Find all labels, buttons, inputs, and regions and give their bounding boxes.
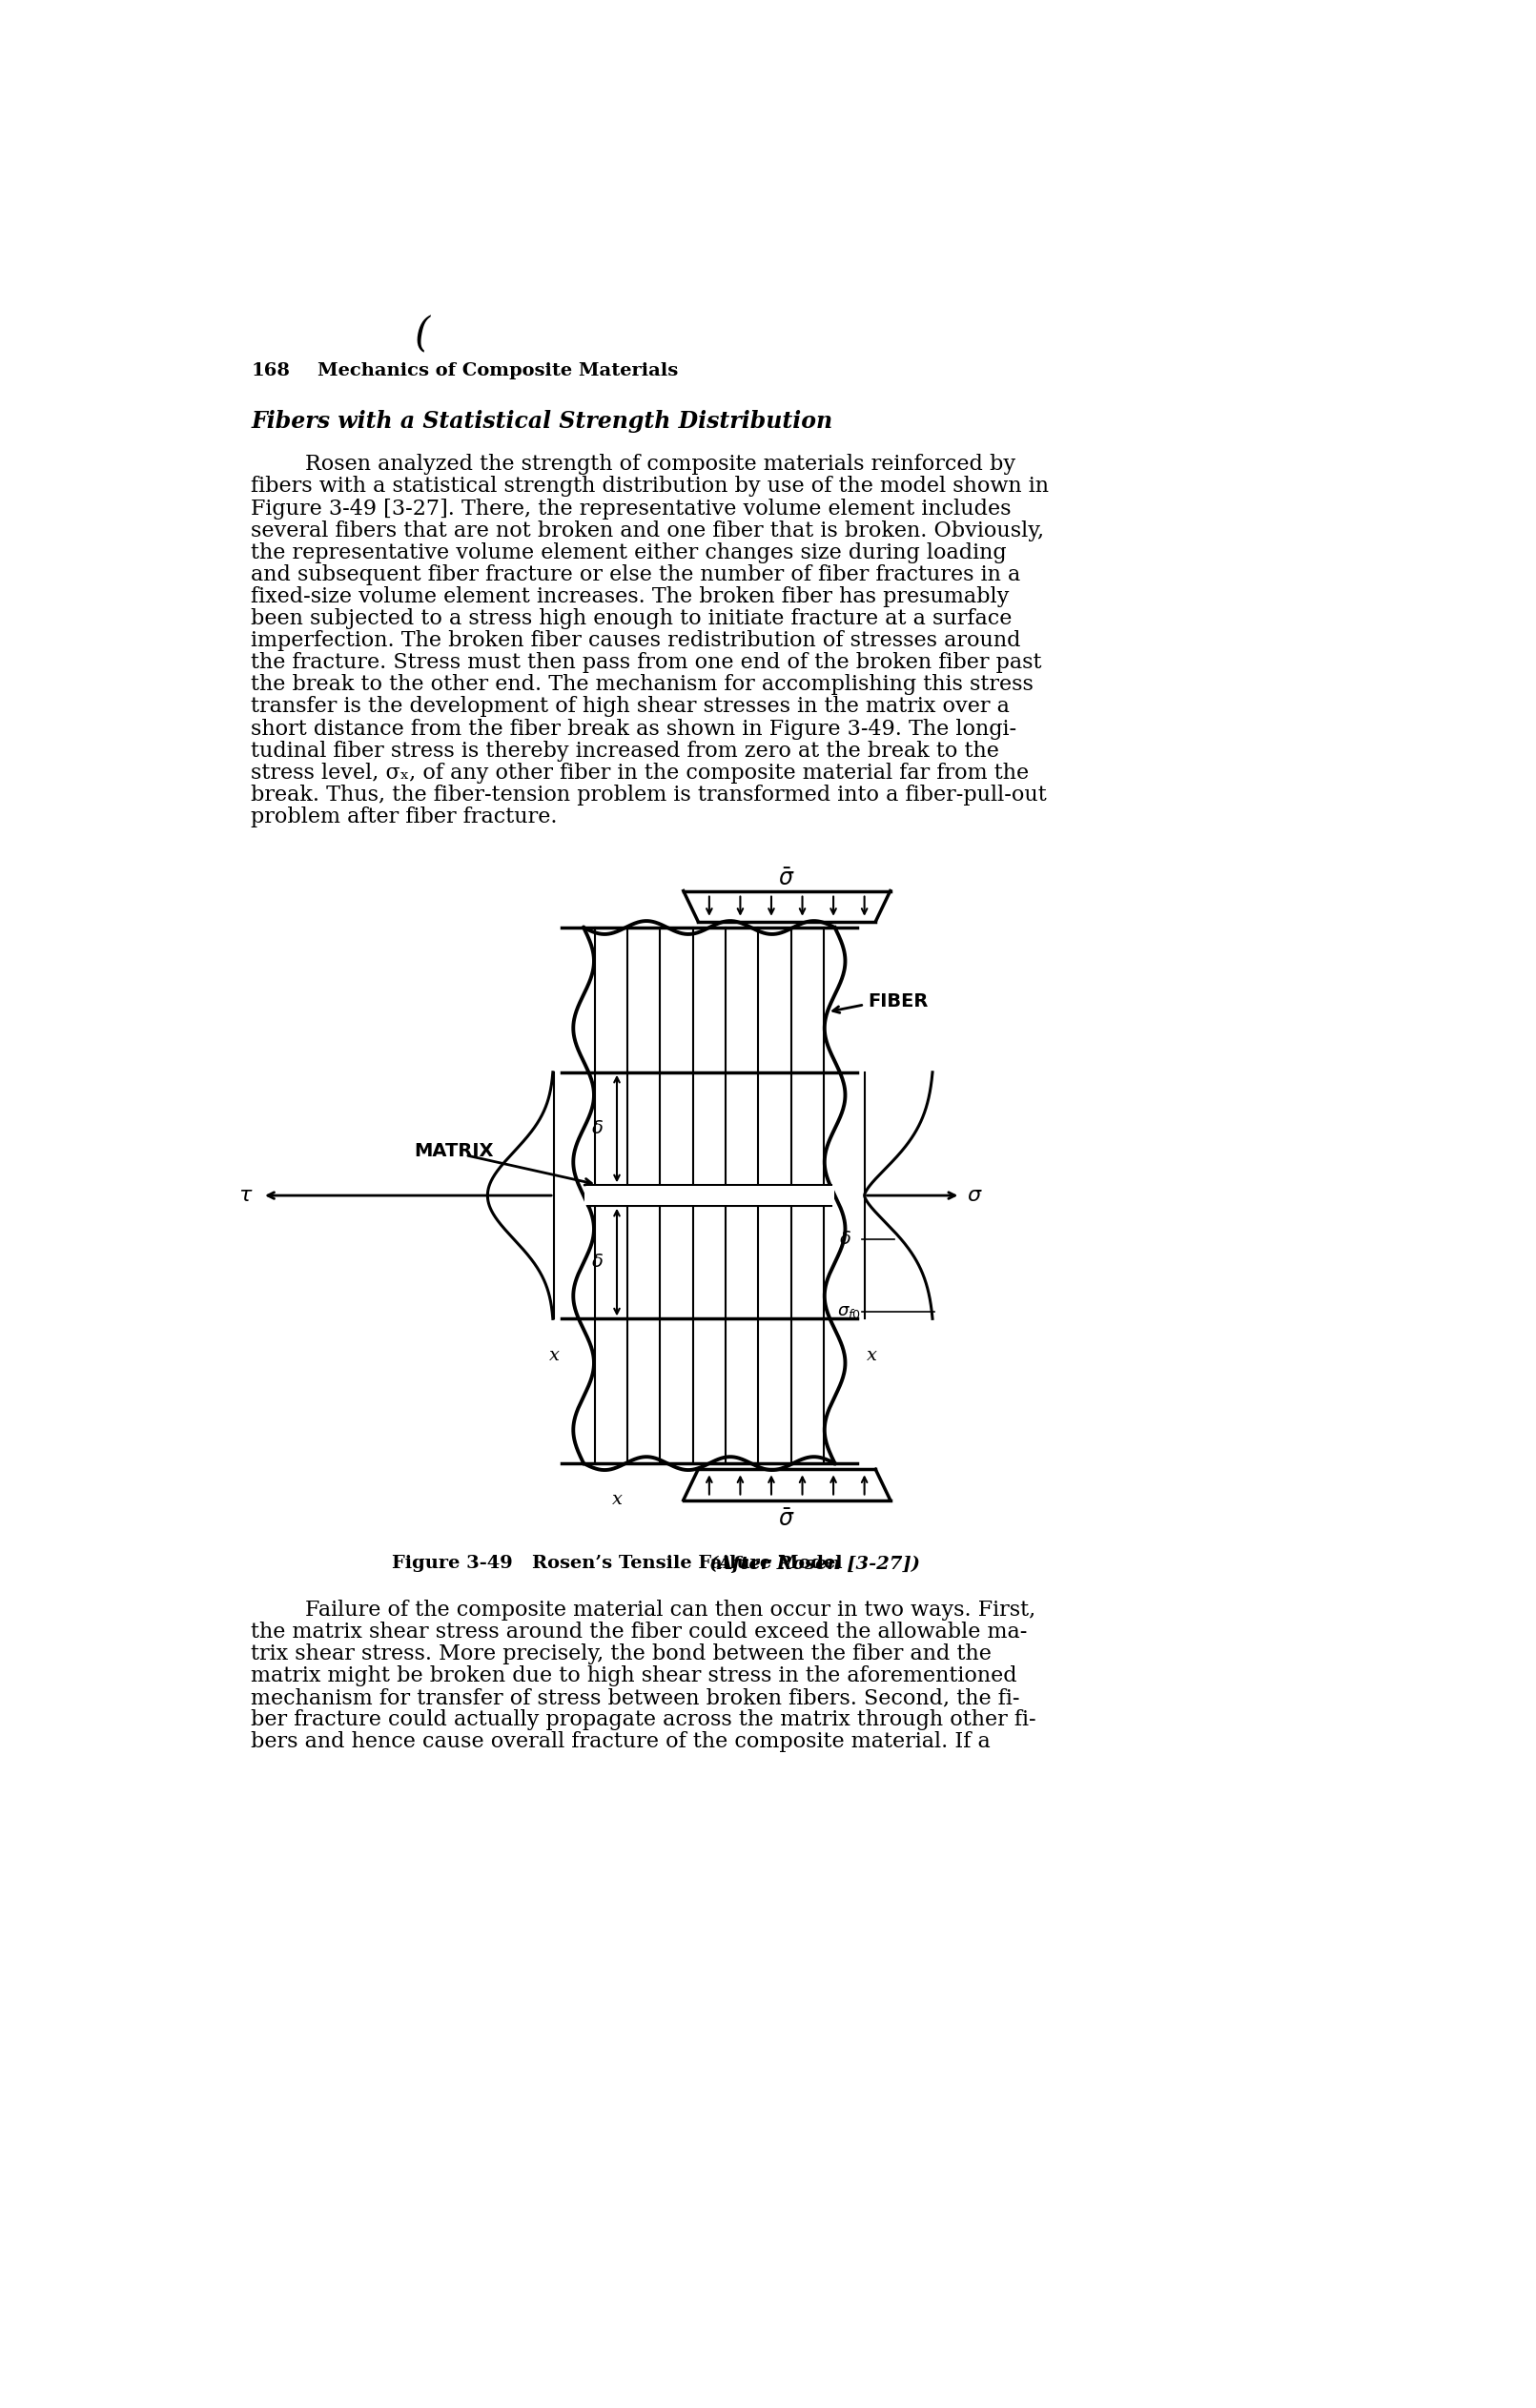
Text: the fracture. Stress must then pass from one end of the broken fiber past: the fracture. Stress must then pass from… <box>250 653 1041 674</box>
Text: $\delta$: $\delta$ <box>839 1230 851 1247</box>
Text: x: x <box>866 1346 877 1363</box>
Text: and subsequent fiber fracture or else the number of fiber fractures in a: and subsequent fiber fracture or else th… <box>250 563 1021 585</box>
Text: the representative volume element either changes size during loading: the representative volume element either… <box>250 542 1006 563</box>
Text: ber fracture could actually propagate across the matrix through other fi-: ber fracture could actually propagate ac… <box>250 1710 1037 1731</box>
Text: the matrix shear stress around the fiber could exceed the allowable ma-: the matrix shear stress around the fiber… <box>250 1621 1028 1642</box>
Text: FIBER: FIBER <box>868 992 929 1009</box>
Text: Fibers with a Statistical Strength Distribution: Fibers with a Statistical Strength Distr… <box>250 409 833 433</box>
Text: bers and hence cause overall fracture of the composite material. If a: bers and hence cause overall fracture of… <box>250 1731 991 1753</box>
Text: problem after fiber fracture.: problem after fiber fracture. <box>250 807 558 828</box>
Text: x: x <box>548 1346 559 1363</box>
Text: been subjected to a stress high enough to initiate fracture at a surface: been subjected to a stress high enough t… <box>250 609 1012 628</box>
Text: (After Rosen [3-27]): (After Rosen [3-27]) <box>710 1556 920 1572</box>
Polygon shape <box>584 1187 834 1204</box>
Text: fixed-size volume element increases. The broken fiber has presumably: fixed-size volume element increases. The… <box>250 585 1009 607</box>
Text: x: x <box>611 1491 622 1507</box>
Text: several fibers that are not broken and one fiber that is broken. Obviously,: several fibers that are not broken and o… <box>250 520 1044 542</box>
Text: $\sigma_{f0}$: $\sigma_{f0}$ <box>837 1303 860 1320</box>
Text: trix shear stress. More precisely, the bond between the fiber and the: trix shear stress. More precisely, the b… <box>250 1642 992 1664</box>
Text: the break to the other end. The mechanism for accomplishing this stress: the break to the other end. The mechanis… <box>250 674 1034 696</box>
Text: $\tau$: $\tau$ <box>238 1185 253 1206</box>
Text: Failure of the composite material can then occur in two ways. First,: Failure of the composite material can th… <box>250 1599 1037 1621</box>
Text: Mechanics of Composite Materials: Mechanics of Composite Materials <box>318 361 679 380</box>
Text: Figure 3-49 [3-27]. There, the representative volume element includes: Figure 3-49 [3-27]. There, the represent… <box>250 498 1012 520</box>
Text: imperfection. The broken fiber causes redistribution of stresses around: imperfection. The broken fiber causes re… <box>250 631 1021 650</box>
Text: mechanism for transfer of stress between broken fibers. Second, the fi-: mechanism for transfer of stress between… <box>250 1688 1020 1707</box>
Text: 168: 168 <box>250 361 290 380</box>
Text: tudinal fiber stress is thereby increased from zero at the break to the: tudinal fiber stress is thereby increase… <box>250 739 1000 761</box>
Text: short distance from the fiber break as shown in Figure 3-49. The longi-: short distance from the fiber break as s… <box>250 718 1017 739</box>
Text: (: ( <box>413 315 429 354</box>
Text: $\sigma$: $\sigma$ <box>966 1185 983 1206</box>
Text: $\delta$: $\delta$ <box>591 1255 604 1271</box>
Text: $\bar{\sigma}$: $\bar{\sigma}$ <box>779 869 796 891</box>
Text: fibers with a statistical strength distribution by use of the model shown in: fibers with a statistical strength distr… <box>250 477 1049 496</box>
Text: $\bar{\sigma}$: $\bar{\sigma}$ <box>779 1510 796 1531</box>
Text: transfer is the development of high shear stresses in the matrix over a: transfer is the development of high shea… <box>250 696 1011 718</box>
Text: matrix might be broken due to high shear stress in the aforementioned: matrix might be broken due to high shear… <box>250 1666 1017 1686</box>
Text: MATRIX: MATRIX <box>413 1141 493 1161</box>
Text: Figure 3-49   Rosen’s Tensile Failure Model: Figure 3-49 Rosen’s Tensile Failure Mode… <box>392 1556 848 1572</box>
Text: $\delta$: $\delta$ <box>591 1120 604 1137</box>
Text: Rosen analyzed the strength of composite materials reinforced by: Rosen analyzed the strength of composite… <box>250 455 1015 474</box>
Text: stress level, σₓ, of any other fiber in the composite material far from the: stress level, σₓ, of any other fiber in … <box>250 763 1029 783</box>
Text: break. Thus, the fiber-tension problem is transformed into a fiber-pull-out: break. Thus, the fiber-tension problem i… <box>250 785 1048 804</box>
